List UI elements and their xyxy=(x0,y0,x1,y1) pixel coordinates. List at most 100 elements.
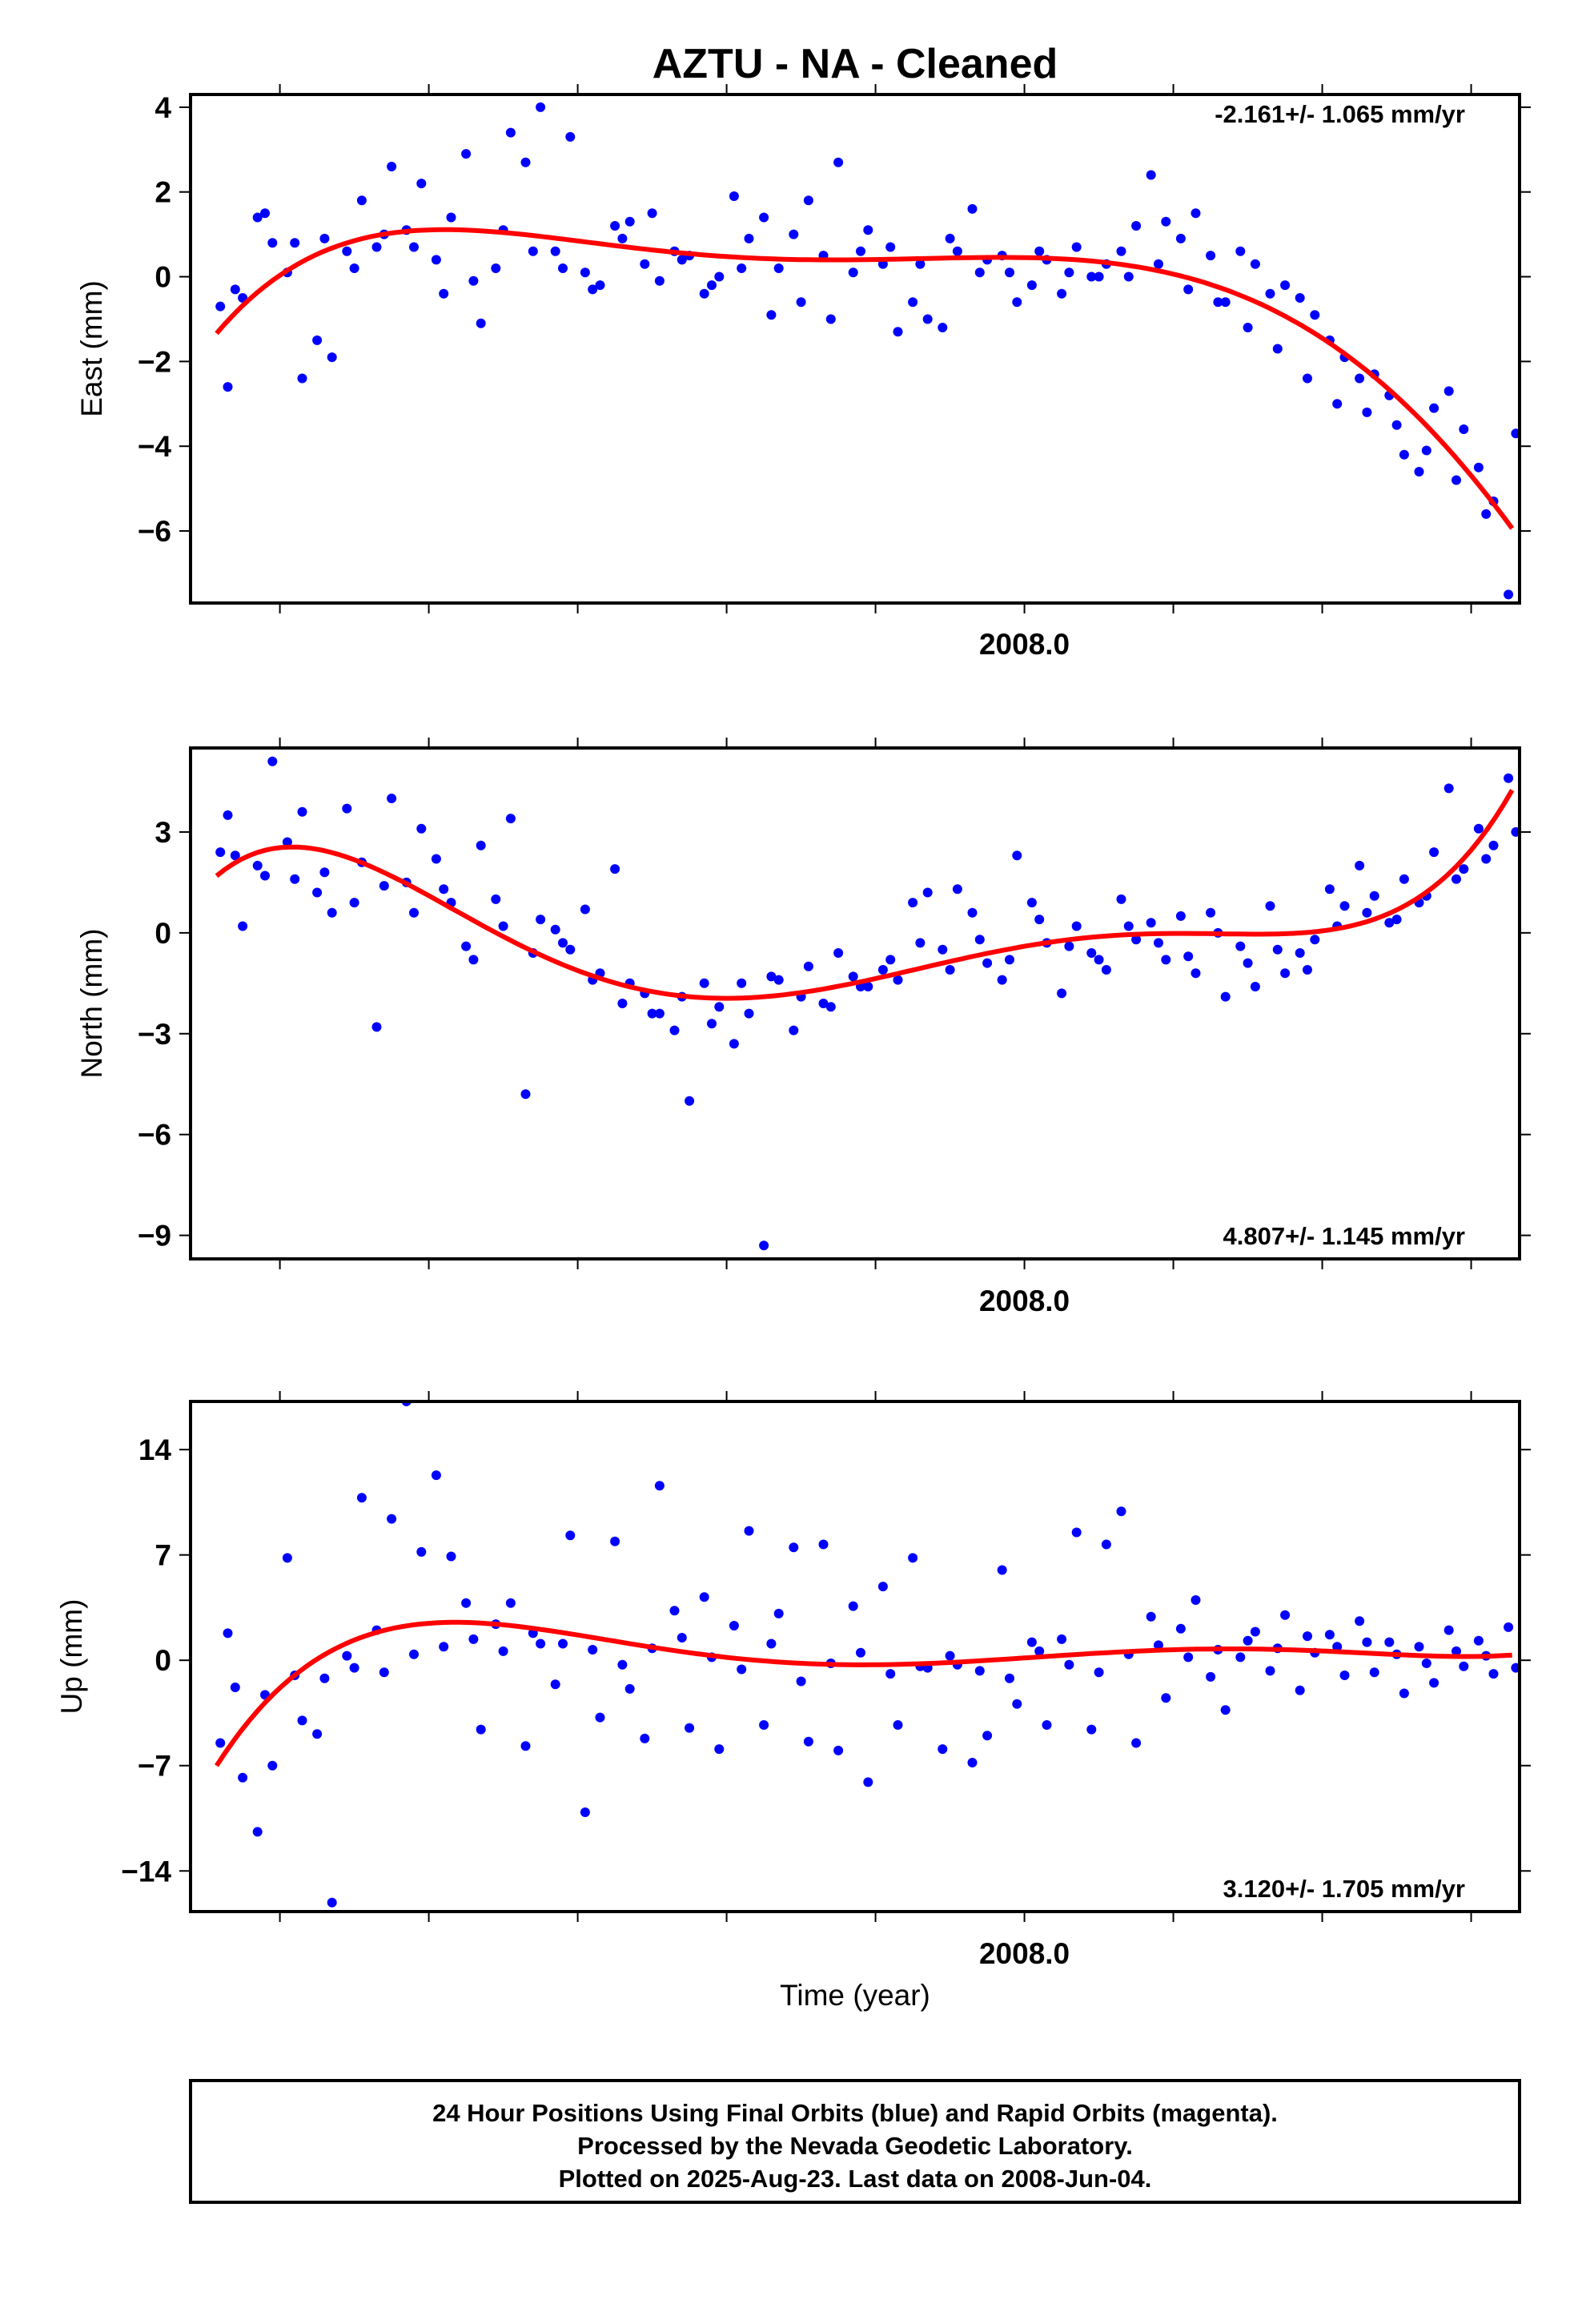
data-point xyxy=(647,1008,657,1019)
data-point xyxy=(1421,445,1431,456)
data-point xyxy=(1511,428,1520,439)
y-tick-label: −3 xyxy=(138,1018,171,1051)
data-point xyxy=(624,216,635,227)
data-point xyxy=(215,847,226,858)
data-point xyxy=(312,335,323,345)
data-point xyxy=(1265,1666,1275,1676)
data-point xyxy=(409,1649,419,1659)
data-point xyxy=(1206,907,1216,918)
data-point xyxy=(1414,1642,1424,1652)
data-point xyxy=(915,938,926,948)
data-point xyxy=(1452,475,1461,485)
x-tick-label: 2008.0 xyxy=(979,628,1070,661)
data-point xyxy=(431,255,441,265)
data-point xyxy=(833,157,844,167)
data-point xyxy=(967,1758,978,1767)
data-point xyxy=(654,275,665,286)
data-point xyxy=(371,242,382,252)
data-point xyxy=(491,894,501,904)
data-point xyxy=(789,1542,799,1553)
data-point xyxy=(915,259,926,269)
data-point xyxy=(1399,449,1409,460)
trend-line xyxy=(214,1619,1512,1767)
data-point xyxy=(1473,462,1484,472)
data-point xyxy=(1243,1635,1253,1646)
data-point xyxy=(833,948,844,958)
data-point xyxy=(766,1638,777,1649)
data-point xyxy=(1057,288,1067,299)
data-point xyxy=(565,944,576,955)
data-point xyxy=(1272,344,1283,354)
data-point xyxy=(1154,1640,1163,1651)
data-point xyxy=(952,246,962,256)
data-point xyxy=(1384,1637,1395,1647)
data-point xyxy=(654,1008,665,1019)
data-point xyxy=(1384,918,1395,928)
data-point xyxy=(1295,948,1305,958)
data-point xyxy=(1250,982,1260,991)
data-point xyxy=(1101,965,1111,975)
data-point xyxy=(1191,1595,1201,1605)
data-point xyxy=(238,1772,248,1783)
data-point xyxy=(491,263,501,273)
data-point xyxy=(1303,373,1312,384)
data-point xyxy=(744,1008,754,1019)
data-point xyxy=(1064,941,1074,951)
data-point xyxy=(1131,221,1142,231)
data-point xyxy=(580,904,590,915)
data-point xyxy=(863,1777,873,1787)
data-point xyxy=(1005,1673,1014,1683)
data-point xyxy=(1399,874,1409,884)
data-point xyxy=(1355,373,1365,384)
data-point xyxy=(1071,1527,1082,1538)
data-point xyxy=(1443,783,1454,794)
data-point xyxy=(1183,1652,1194,1663)
y-tick-label: 2 xyxy=(155,176,171,209)
data-point xyxy=(1369,891,1379,901)
data-point xyxy=(952,884,962,895)
data-point xyxy=(349,1663,359,1673)
data-point xyxy=(1161,216,1171,227)
data-point xyxy=(938,1744,948,1755)
data-point xyxy=(617,233,628,243)
data-point xyxy=(1362,907,1372,918)
data-point xyxy=(1213,297,1223,308)
data-point xyxy=(997,975,1007,985)
data-point xyxy=(1429,847,1439,858)
data-point xyxy=(1235,246,1246,256)
data-point xyxy=(610,1536,620,1546)
data-point xyxy=(922,887,933,898)
data-point xyxy=(1355,860,1365,870)
data-point xyxy=(379,1667,389,1678)
data-point xyxy=(595,280,605,291)
data-point xyxy=(967,203,978,214)
data-point xyxy=(1295,1685,1305,1695)
data-point xyxy=(565,1530,576,1541)
data-point xyxy=(610,221,620,231)
data-point xyxy=(714,271,725,282)
data-point xyxy=(1005,267,1014,278)
data-point xyxy=(1250,1626,1260,1637)
y-tick-label: 7 xyxy=(155,1539,171,1572)
y-tick-label: 3 xyxy=(155,816,171,849)
data-point xyxy=(729,1621,739,1630)
data-point xyxy=(1161,955,1171,965)
data-point xyxy=(685,1096,695,1106)
data-point xyxy=(536,915,546,925)
data-point xyxy=(773,975,784,985)
data-point xyxy=(766,971,777,982)
data-point xyxy=(476,318,486,328)
data-point xyxy=(387,794,397,803)
data-point xyxy=(520,1089,531,1100)
data-point xyxy=(1399,1688,1409,1699)
data-point xyxy=(982,1731,993,1741)
data-point xyxy=(1071,921,1082,931)
data-point xyxy=(1064,267,1074,278)
data-point xyxy=(1265,288,1275,299)
data-point xyxy=(267,756,278,766)
y-tick-label: −4 xyxy=(138,430,172,463)
data-point xyxy=(349,263,359,273)
data-point xyxy=(737,1664,747,1675)
data-point xyxy=(260,208,270,219)
data-point xyxy=(922,314,933,324)
